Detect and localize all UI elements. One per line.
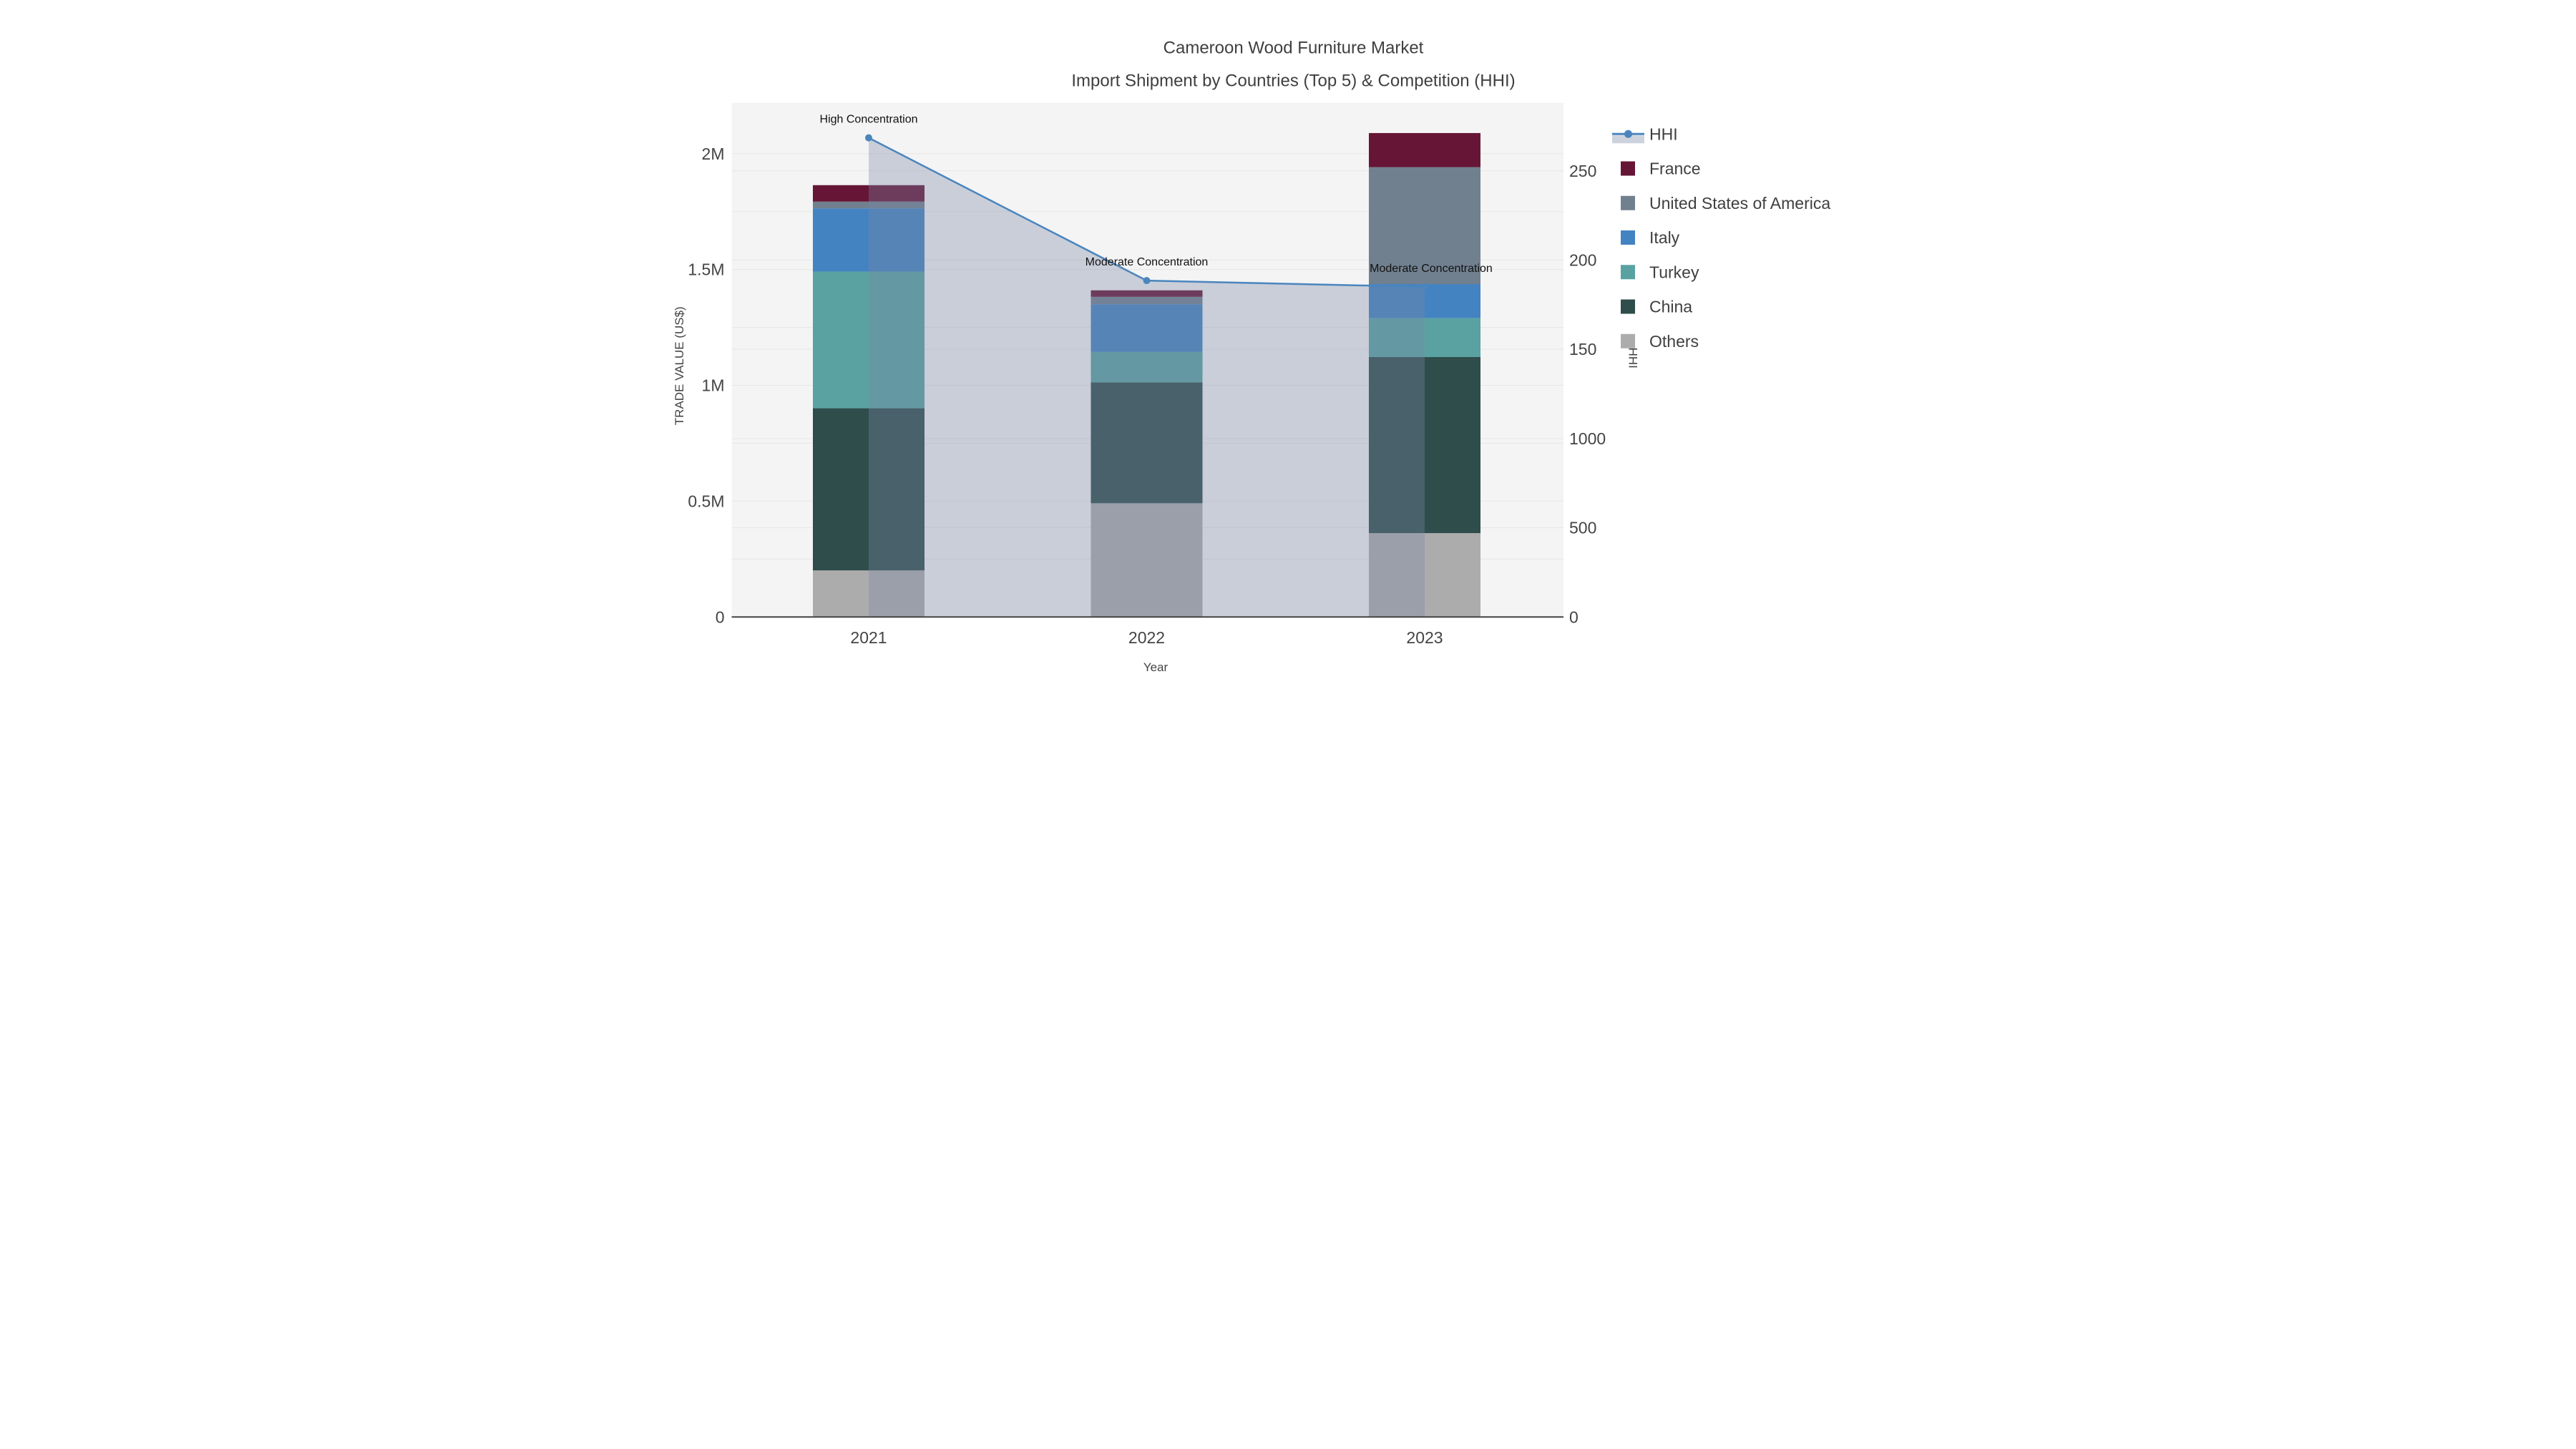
bar-segment-2021-turkey[interactable] xyxy=(813,271,924,409)
hhi-marker-2023[interactable] xyxy=(1421,283,1428,291)
legend-swatch-france xyxy=(1621,161,1635,176)
y-left-tick-label: 1.5M xyxy=(688,260,724,279)
bar-segment-2021-china[interactable] xyxy=(813,408,924,571)
legend-item-italy[interactable]: Italy xyxy=(1621,228,1680,247)
bar-segment-2022-united-states-of-america[interactable] xyxy=(1091,296,1203,305)
bar-segment-2023-united-states-of-america[interactable] xyxy=(1369,167,1480,285)
y-axis-title-left: TRADE VALUE (US$) xyxy=(673,306,686,425)
bar-segment-2023-france[interactable] xyxy=(1369,132,1480,167)
stacked-bars xyxy=(813,132,1480,618)
legend-label-china: China xyxy=(1649,298,1692,316)
y-left-tick-label: 2M xyxy=(702,145,725,163)
bar-segment-2023-turkey[interactable] xyxy=(1369,318,1480,358)
y-right-tick-label: 150 xyxy=(1569,340,1596,358)
y-left-tick-label: 1M xyxy=(702,376,725,395)
legend-swatch-china xyxy=(1621,299,1635,314)
bar-segment-2021-others[interactable] xyxy=(813,570,924,618)
legend-swatch-italy xyxy=(1621,230,1635,245)
x-axis-title: Year xyxy=(1143,660,1169,674)
legend-label-united-states-of-america: United States of America xyxy=(1649,194,1830,213)
annotation-2021: High Concentration xyxy=(820,114,918,126)
hhi-marker-2022[interactable] xyxy=(1143,277,1151,285)
hhi-marker-2021[interactable] xyxy=(865,134,872,142)
legend-label-others: Others xyxy=(1649,332,1699,351)
y-left-tick-label: 0 xyxy=(716,608,725,626)
legend-item-hhi[interactable]: HHI xyxy=(1612,125,1678,144)
legend-item-china[interactable]: China xyxy=(1621,298,1692,316)
x-tick-label-2022: 2022 xyxy=(1128,628,1165,647)
legend-label-italy: Italy xyxy=(1649,228,1680,247)
y-axis-title-right: HHI xyxy=(1626,348,1640,369)
y-right-tick-label: 1000 xyxy=(1569,429,1606,448)
bar-segment-2022-italy[interactable] xyxy=(1091,304,1203,352)
hhi-line-series xyxy=(865,134,1428,291)
legend-item-others[interactable]: Others xyxy=(1621,332,1699,351)
y-right-tick-label: 200 xyxy=(1569,250,1596,269)
chart-title: Cameroon Wood Furniture Market xyxy=(1163,38,1424,57)
y-right-tick-label: 250 xyxy=(1569,162,1596,180)
bar-segment-2022-turkey[interactable] xyxy=(1091,351,1203,383)
annotation-2022: Moderate Concentration xyxy=(1085,256,1209,268)
annotations: High Concentration Moderate Concentration… xyxy=(820,114,1493,275)
axes: 0 0.5M 1M 1.5M 2M 0 500 1000 150 200 250 2021 2022 20… xyxy=(688,145,1606,647)
legend-item-united-states-of-america[interactable]: United States of America xyxy=(1621,194,1830,213)
y-right-tick-label: 0 xyxy=(1569,608,1579,626)
bar-segment-2021-united-states-of-america[interactable] xyxy=(813,201,924,209)
bar-segment-2023-china[interactable] xyxy=(1369,357,1480,534)
bar-segment-2021-italy[interactable] xyxy=(813,208,924,272)
chart-subtitle: Import Shipment by Countries (Top 5) & C… xyxy=(1071,71,1515,90)
bar-segment-2021-france[interactable] xyxy=(813,185,924,202)
legend-label-hhi: HHI xyxy=(1649,125,1678,143)
bar-segment-2022-france[interactable] xyxy=(1091,290,1203,297)
legend-item-france[interactable]: France xyxy=(1621,160,1701,178)
bar-segment-2022-others[interactable] xyxy=(1091,503,1203,618)
chart-canvas: Cameroon Wood Furniture Market Import Sh… xyxy=(673,38,1830,674)
hhi-area xyxy=(869,137,1425,618)
x-tick-label-2023: 2023 xyxy=(1406,628,1443,647)
legend-swatch-hhi-marker xyxy=(1624,130,1632,138)
legend-label-france: France xyxy=(1649,160,1701,178)
legend-item-turkey[interactable]: Turkey xyxy=(1621,263,1699,281)
bar-segment-2022-china[interactable] xyxy=(1091,382,1203,504)
legend-swatch-turkey xyxy=(1621,265,1635,280)
y-right-tick-label: 500 xyxy=(1569,519,1596,537)
figure: Cameroon Wood Furniture Market Import Sh… xyxy=(644,0,1932,725)
hhi-area-fill xyxy=(869,137,1425,618)
legend-swatch-united-states-of-america xyxy=(1621,195,1635,210)
x-tick-label-2021: 2021 xyxy=(850,628,887,647)
legend-label-turkey: Turkey xyxy=(1649,263,1699,281)
legend-swatch-others xyxy=(1621,333,1635,348)
bar-segment-2023-others[interactable] xyxy=(1369,533,1480,618)
y-left-tick-label: 0.5M xyxy=(688,492,724,510)
legend: HHI France United States of America Italy Tu… xyxy=(1612,125,1830,351)
annotation-2023: Moderate Concentration xyxy=(1370,263,1493,275)
legend-swatch-hhi-fill xyxy=(1612,135,1644,144)
